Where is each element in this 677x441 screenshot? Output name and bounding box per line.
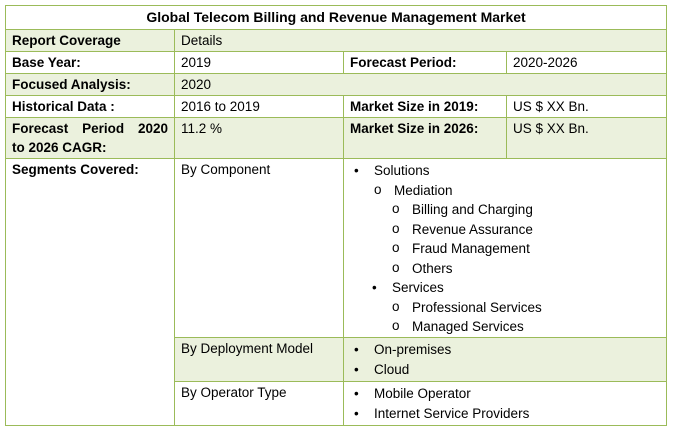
list-item: Revenue Assurance: [350, 219, 660, 240]
focused-analysis-label: Focused Analysis:: [5, 73, 175, 96]
header-row: Report Coverage Details: [5, 29, 668, 52]
list-item: Billing and Charging: [350, 199, 660, 220]
component-list-cell: Solutions Mediation Billing and Charging…: [342, 158, 668, 338]
list-item: Others: [350, 258, 660, 279]
by-component-label: By Component: [174, 158, 344, 338]
segments-operator-row: By Operator Type Mobile Operator Interne…: [6, 381, 668, 426]
market-size-2026-label: Market Size in 2026:: [343, 117, 507, 159]
list-item: Fraud Management: [350, 238, 660, 259]
list-item: Managed Services: [350, 316, 660, 337]
cagr-label-line2: to 2026 CAGR:: [12, 140, 107, 155]
list-item: Internet Service Providers: [350, 404, 660, 424]
cagr-value: 11.2 %: [174, 117, 344, 159]
base-year-label: Base Year:: [5, 51, 175, 74]
focused-analysis-row: Focused Analysis: 2020: [5, 73, 668, 96]
cagr-label-line1: Forecast Period 2020: [12, 121, 168, 136]
market-size-2019-value: US $ XX Bn.: [505, 95, 668, 118]
base-year-row: Base Year: 2019 Forecast Period: 2020-20…: [5, 51, 668, 74]
table-title: Global Telecom Billing and Revenue Manag…: [4, 5, 668, 30]
by-deployment-label: By Deployment Model: [174, 337, 344, 382]
list-item: Cloud: [350, 360, 660, 380]
list-item: Mediation: [350, 180, 660, 201]
forecast-period-value: 2020-2026: [505, 51, 668, 74]
cagr-label: Forecast Period 2020 to 2026 CAGR:: [5, 117, 175, 159]
list-item: Services: [350, 278, 660, 298]
base-year-value: 2019: [174, 51, 344, 74]
list-item: On-premises: [350, 340, 660, 360]
focused-analysis-value: 2020: [173, 73, 668, 96]
historical-data-row: Historical Data : 2016 to 2019 Market Si…: [5, 95, 668, 118]
cagr-row: Forecast Period 2020 to 2026 CAGR: 11.2 …: [5, 117, 668, 159]
deployment-list-cell: On-premises Cloud: [342, 337, 668, 382]
market-size-2019-label: Market Size in 2019:: [343, 95, 507, 118]
market-size-2026-value: US $ XX Bn.: [505, 117, 668, 159]
segments-covered-label: Segments Covered:: [5, 158, 175, 426]
report-coverage-header: Report Coverage: [5, 29, 175, 52]
forecast-period-label: Forecast Period:: [343, 51, 507, 74]
details-header: Details: [173, 29, 668, 52]
by-operator-label: By Operator Type: [174, 381, 344, 426]
list-item: Mobile Operator: [350, 384, 660, 404]
operator-list-cell: Mobile Operator Internet Service Provide…: [342, 381, 668, 426]
historical-data-value: 2016 to 2019: [174, 95, 344, 118]
list-item: Solutions: [350, 161, 660, 181]
historical-data-label: Historical Data :: [5, 95, 175, 118]
report-coverage-table: Global Telecom Billing and Revenue Manag…: [4, 5, 668, 426]
segments-deployment-row: By Deployment Model On-premises Cloud: [6, 337, 668, 382]
segments-component-row: Segments Covered: By Component Solutions…: [5, 158, 668, 426]
list-item: Professional Services: [350, 297, 660, 318]
report-table-container: Global Telecom Billing and Revenue Manag…: [4, 5, 668, 426]
title-row: Global Telecom Billing and Revenue Manag…: [4, 5, 668, 30]
